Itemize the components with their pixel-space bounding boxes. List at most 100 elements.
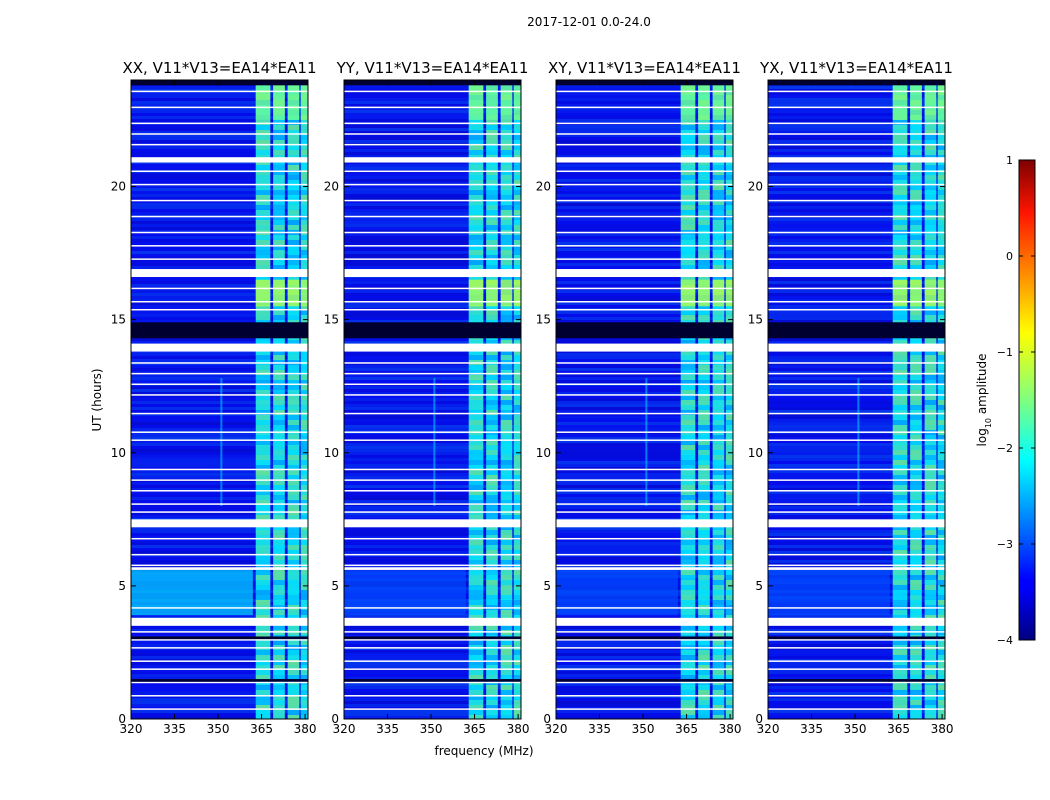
rfi-cell (255, 600, 271, 605)
rfi-cell (712, 420, 725, 425)
noise-row (344, 251, 521, 254)
rfi-cell (468, 660, 484, 665)
rfi-cell (924, 465, 937, 470)
rfi-cell (468, 250, 484, 255)
rfi-cell (287, 560, 300, 565)
rfi-cell (287, 140, 300, 145)
flag-line (556, 631, 733, 633)
noise-row (556, 200, 733, 203)
flag-line (556, 647, 733, 649)
rfi-cell (273, 140, 285, 145)
rfi-cell (910, 140, 922, 145)
noise-row (768, 179, 945, 182)
rfi-cell (300, 175, 308, 180)
rfi-cell (924, 120, 937, 125)
noise-row (556, 101, 733, 104)
rfi-cell (486, 675, 498, 680)
x-tick-label: 350 (632, 722, 655, 736)
rfi-cell (924, 175, 937, 180)
rfi-bright-top (892, 80, 908, 120)
rfi-cell (892, 135, 908, 140)
rfi-cell (300, 165, 308, 170)
rfi-cell (924, 415, 937, 420)
noise-row (556, 422, 733, 425)
flagged-gap (556, 157, 733, 163)
flagged-gap (768, 269, 945, 278)
y-tick-label: 20 (324, 180, 339, 194)
rfi-cell (712, 250, 725, 255)
noise-row (768, 560, 945, 563)
noise-row (131, 710, 308, 713)
dark-band (344, 679, 521, 682)
rfi-cell (937, 470, 945, 475)
rfi-cell (910, 710, 922, 715)
rfi-cell (513, 660, 521, 665)
rfi-cell (725, 385, 733, 390)
noise-row (344, 425, 521, 428)
noise-row (556, 413, 733, 416)
rfi-cell (273, 660, 285, 665)
rfi-bright-top (712, 80, 725, 120)
rfi-cell (698, 590, 710, 595)
rfi-cell (924, 475, 937, 480)
rfi-cell (255, 460, 271, 465)
rfi-cell (300, 425, 308, 430)
noise-row (131, 560, 308, 563)
rfi-bright-mid (937, 279, 945, 307)
rfi-cell (300, 380, 308, 385)
rfi-cell (500, 370, 513, 375)
rfi-cell (273, 120, 285, 125)
rfi-cell (892, 120, 908, 125)
noise-row (344, 644, 521, 647)
noise-row (344, 629, 521, 632)
rfi-cell (910, 610, 922, 615)
rfi-cell (287, 240, 300, 245)
noise-row (768, 665, 945, 668)
rfi-cell (937, 170, 945, 175)
rfi-cell (680, 490, 696, 495)
rfi-cell (255, 375, 271, 380)
rfi-cell (712, 600, 725, 605)
noise-row (768, 110, 945, 113)
rfi-cell (513, 370, 521, 375)
noise-row (344, 683, 521, 686)
rfi-cell (680, 690, 696, 695)
rfi-cell (287, 200, 300, 205)
noise-row (131, 263, 308, 266)
rfi-cell (287, 715, 300, 719)
noise-row (768, 563, 945, 566)
rfi-cell (937, 575, 945, 580)
rfi-cell (255, 615, 271, 620)
rfi-cell (255, 255, 271, 260)
rfi-cell (273, 305, 285, 310)
rfi-cell (255, 550, 271, 555)
y-tick-label: 20 (748, 180, 763, 194)
rfi-bright-top (500, 80, 513, 120)
flag-line (344, 537, 521, 540)
rfi-cell (680, 640, 696, 645)
rfi-cell (486, 555, 498, 560)
noise-row (556, 551, 733, 554)
rfi-cell (273, 370, 285, 375)
rfi-cell (892, 675, 908, 680)
rfi-cell (273, 650, 285, 655)
noise-row (344, 197, 521, 200)
noise-row (556, 341, 733, 344)
rfi-cell (712, 145, 725, 150)
rfi-cell (287, 480, 300, 485)
noise-row (556, 542, 733, 545)
noise-row (131, 512, 308, 515)
noise-row (556, 533, 733, 536)
rfi-cell (725, 475, 733, 480)
rfi-cell (937, 545, 945, 550)
noise-row (556, 464, 733, 467)
noise-row (768, 455, 945, 458)
rfi-cell (287, 665, 300, 670)
rfi-cell (486, 460, 498, 465)
noise-row (344, 674, 521, 677)
rfi-cell (300, 250, 308, 255)
rfi-cell (513, 530, 521, 535)
flagged-gap (344, 343, 521, 352)
noise-row (131, 452, 308, 455)
rfi-cell (725, 575, 733, 580)
